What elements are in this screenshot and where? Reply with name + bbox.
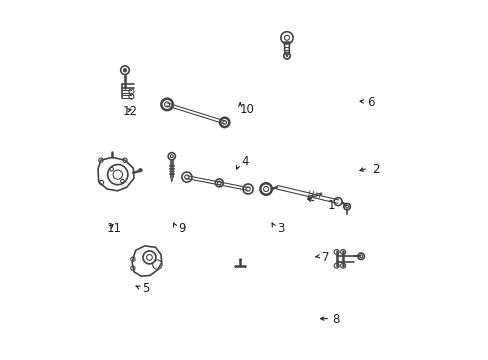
Text: 5: 5 [142,282,149,295]
Text: 11: 11 [107,222,122,235]
Circle shape [139,168,142,172]
Text: 8: 8 [332,313,339,326]
Text: 10: 10 [239,103,254,116]
Text: 2: 2 [371,163,379,176]
Text: 3: 3 [276,222,284,235]
Text: 12: 12 [122,105,138,118]
Text: 6: 6 [366,96,374,109]
Circle shape [285,55,287,57]
Text: 9: 9 [178,222,185,235]
Text: 1: 1 [326,199,334,212]
Circle shape [123,68,126,72]
Text: 7: 7 [321,251,329,264]
Text: 4: 4 [241,156,248,168]
